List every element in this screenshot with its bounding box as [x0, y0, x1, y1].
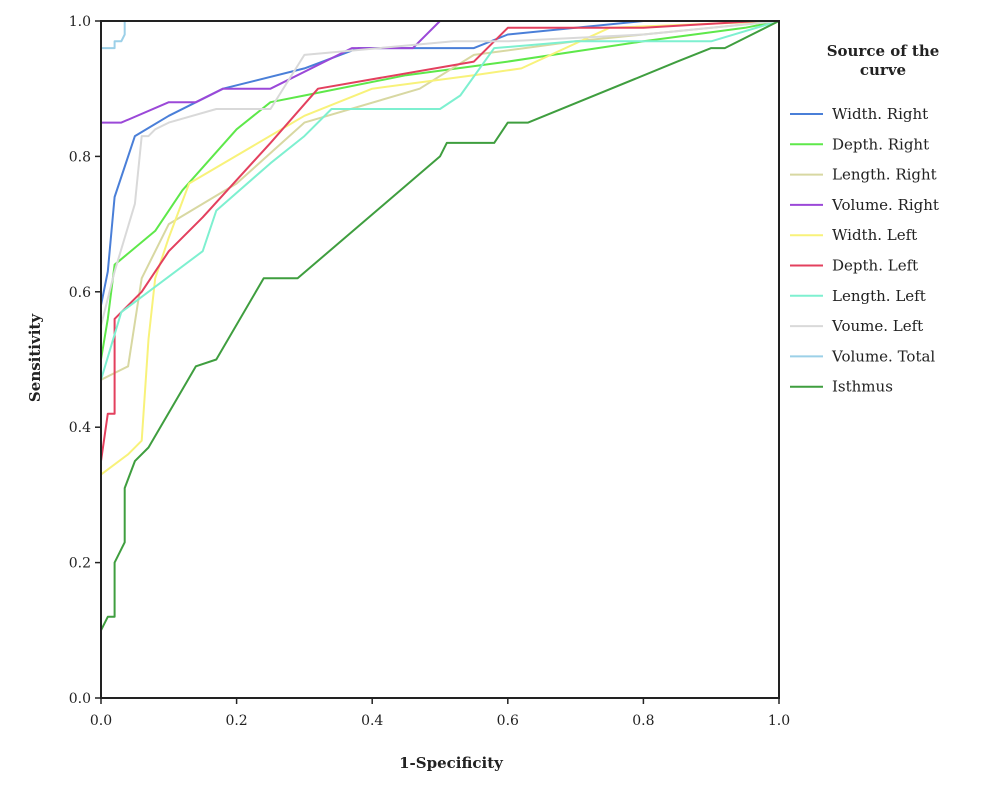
y-tick-label-3: 0.6 [69, 285, 91, 301]
legend-label-0: Width. Right [832, 105, 928, 123]
legend-label-8: Volume. Total [831, 347, 935, 365]
y-axis-title: Sensitivity [26, 313, 44, 402]
y-tick-label-0: 0.0 [69, 691, 91, 707]
series-layer [100, 20, 780, 698]
series-line-9 [100, 20, 780, 698]
legend-label-3: Volume. Right [831, 196, 939, 214]
series-line-4 [100, 20, 780, 698]
y-tick-label-2: 0.4 [69, 420, 91, 436]
series-line-7 [100, 20, 780, 698]
x-tick-label-5: 1.0 [768, 713, 790, 729]
legend-label-5: Depth. Left [832, 257, 918, 275]
x-tick-label-0: 0.0 [90, 713, 112, 729]
legend-label-2: Length. Right [832, 166, 937, 184]
x-tick-label-4: 0.8 [632, 713, 654, 729]
series-line-6 [100, 20, 780, 698]
series-line-5 [100, 20, 779, 698]
legend-label-9: Isthmus [832, 378, 893, 396]
legend-title-line-1: curve [860, 61, 906, 79]
x-tick-label-3: 0.6 [497, 713, 519, 729]
legend-label-1: Depth. Right [832, 135, 929, 153]
y-tick-label-4: 0.8 [69, 149, 91, 165]
y-tick-label-5: 1.0 [69, 14, 91, 30]
x-axis-title: 1-Specificity [399, 754, 504, 772]
legend-title-line-0: Source of the [827, 42, 940, 60]
legend-label-6: Length. Left [832, 287, 926, 305]
x-tick-label-2: 0.4 [361, 713, 383, 729]
legend-label-4: Width. Left [832, 226, 917, 244]
legend-label-7: Voume. Left [831, 317, 923, 335]
series-line-1 [100, 20, 780, 698]
y-tick-label-1: 0.2 [69, 556, 91, 572]
plot-frame [100, 20, 780, 699]
ticks-layer: 0.0 0.2 0.4 0.6 0.8 1.0 0.0 0.2 0.4 0.6 0.8 1.0 [69, 14, 790, 729]
x-tick-label-1: 0.2 [225, 713, 247, 729]
